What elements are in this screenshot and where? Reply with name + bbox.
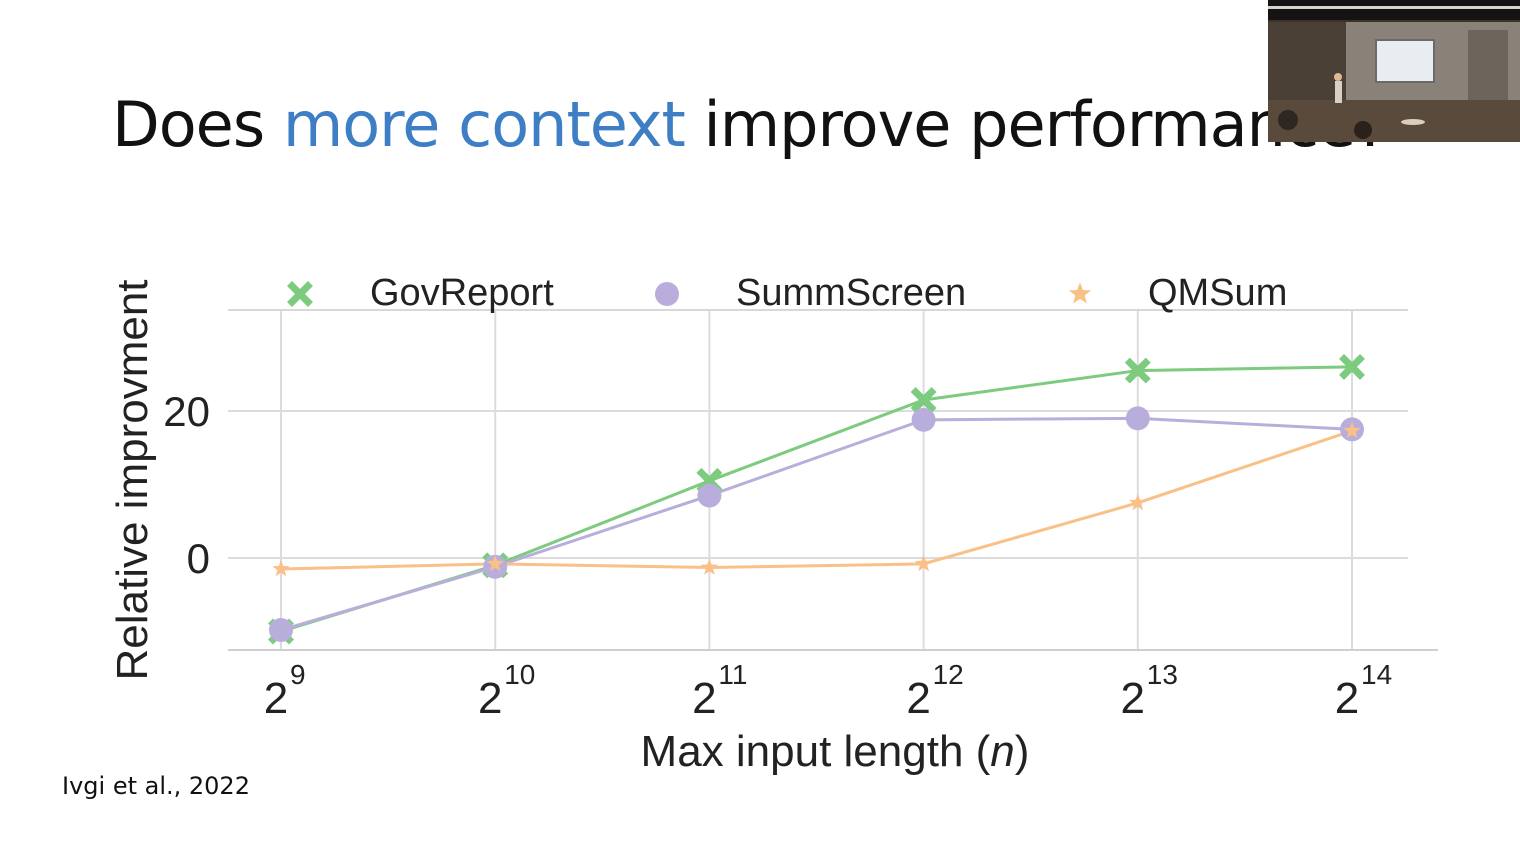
series-lines (280, 365, 1353, 633)
legend-marker-GovReport (287, 281, 313, 307)
legend-label-QMSum: QMSum (1148, 272, 1287, 314)
series-line-GovReport (280, 365, 1353, 633)
legend-label-SummScreen: SummScreen (736, 272, 966, 314)
axis-frame (228, 309, 1438, 651)
data-point-GovReport (1339, 353, 1365, 380)
x-tick-label: 2 12 (906, 659, 963, 723)
series-line-QMSum (280, 429, 1353, 571)
y-tick-labels: 0 20 (163, 388, 210, 582)
x-tick-exponent: 13 (1147, 659, 1178, 690)
legend-marker-SummScreen (655, 282, 679, 306)
legend-marker-QMSum (1068, 282, 1092, 304)
x-tick-base: 2 (1335, 674, 1359, 723)
y-tick-label: 20 (163, 388, 210, 435)
x-tick-base: 2 (478, 674, 502, 723)
series-markers (268, 353, 1365, 645)
citation: Ivgi et al., 2022 (62, 772, 250, 800)
data-point-QMSum (486, 554, 504, 572)
x-tick-base: 2 (264, 674, 288, 723)
x-tick-exponent: 12 (933, 659, 964, 690)
title-highlight: more context (282, 88, 686, 161)
y-tick-label: 0 (187, 535, 210, 582)
x-tick-label: 2 13 (1121, 659, 1178, 723)
chart-grid (228, 310, 1408, 650)
data-point-QMSum (700, 558, 718, 575)
series-line-SummScreen (280, 416, 1353, 632)
x-tick-base: 2 (906, 674, 930, 723)
x-tick-exponent: 10 (504, 659, 535, 690)
data-point-GovReport (910, 387, 937, 413)
data-point-SummScreen (269, 618, 293, 643)
x-tick-labels: 2 9 2 10 2 11 2 12 2 13 2 14 (264, 659, 1392, 723)
data-point-QMSum (915, 554, 933, 572)
data-point-GovReport (1124, 357, 1151, 384)
x-tick-base: 2 (692, 674, 716, 723)
speaker-video-thumbnail (1268, 0, 1520, 142)
data-point-SummScreen (911, 407, 936, 432)
data-point-SummScreen (1125, 406, 1150, 431)
title-text-start: Does (112, 88, 283, 161)
data-point-QMSum (272, 560, 290, 577)
data-point-SummScreen (697, 483, 722, 508)
x-axis-label: Max input length (n) (641, 727, 1030, 776)
x-tick-exponent: 14 (1361, 659, 1392, 690)
legend-label-GovReport: GovReport (370, 272, 554, 314)
data-point-QMSum (1129, 493, 1147, 511)
data-point-QMSum (1343, 421, 1361, 439)
x-tick-exponent: 11 (718, 659, 747, 690)
x-tick-base: 2 (1121, 674, 1145, 723)
x-tick-label: 2 14 (1335, 659, 1392, 723)
x-tick-exponent: 9 (290, 659, 306, 690)
x-tick-label: 2 10 (478, 659, 535, 723)
x-tick-label: 2 11 (692, 659, 747, 723)
y-axis-label: Relative improvment (108, 279, 157, 680)
chart-legend: GovReport SummScreen QMSum (287, 272, 1287, 314)
